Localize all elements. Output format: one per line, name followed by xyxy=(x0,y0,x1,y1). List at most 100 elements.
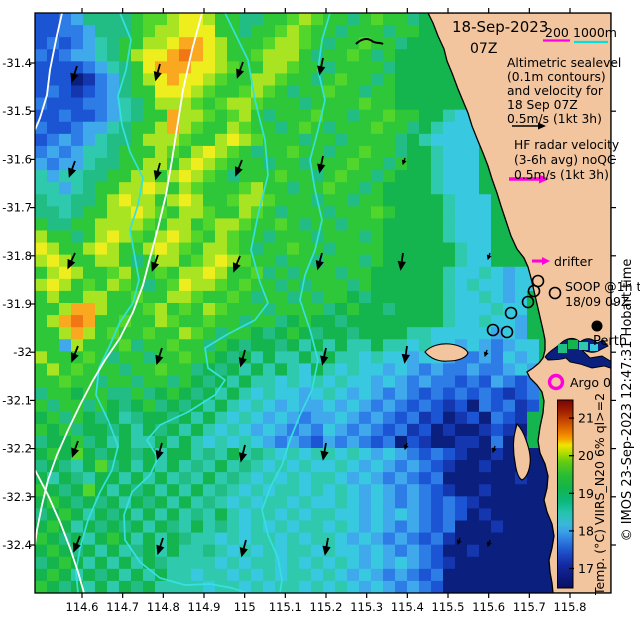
sst-cell-run xyxy=(407,13,420,26)
hf-legend-line3: 0.5m/s (1kt 3h) xyxy=(514,168,609,182)
x-tick-label: 115.2 xyxy=(310,600,343,614)
sst-cell-run xyxy=(107,145,120,159)
sst-cell-run xyxy=(47,544,60,558)
sst-cell-run xyxy=(371,266,444,280)
sst-cell-run xyxy=(359,556,372,570)
sst-cell-run xyxy=(299,532,312,546)
sst-cell-run xyxy=(83,61,96,75)
y-tick-label: -31.6 xyxy=(2,152,32,166)
sst-cell-run xyxy=(263,460,276,473)
sst-cell-run xyxy=(335,387,348,401)
sst-cell-run xyxy=(335,472,348,485)
sst-cell-run xyxy=(191,278,216,292)
sst-cell-run xyxy=(407,375,420,389)
soop-observation-circle xyxy=(548,286,562,300)
sst-cell-run xyxy=(143,556,156,570)
sst-cell-run xyxy=(299,556,312,570)
sst-cell-run xyxy=(215,435,228,449)
sst-cell-run xyxy=(503,363,516,377)
sst-cell-run xyxy=(395,568,408,582)
sst-cell-run xyxy=(215,339,228,352)
sst-cell-run xyxy=(191,61,216,75)
sst-cell-run xyxy=(299,97,312,111)
sst-cell-run xyxy=(227,399,240,413)
sst-cell-run xyxy=(335,218,348,232)
sst-cell-run xyxy=(491,423,504,437)
sst-cell-run xyxy=(215,97,228,111)
sst-cell-run xyxy=(191,375,204,389)
sst-cell-run xyxy=(251,399,264,413)
sst-cell-run xyxy=(371,375,384,389)
sst-cell-run xyxy=(455,218,492,232)
sst-cell-run xyxy=(191,448,204,461)
sst-cell-run xyxy=(383,73,396,87)
sst-cell-run xyxy=(179,399,192,413)
sst-cell-run xyxy=(107,532,120,546)
sst-cell-run xyxy=(227,448,240,461)
sst-cell-run xyxy=(443,496,456,510)
sst-cell-run xyxy=(335,363,348,377)
sst-cell-run xyxy=(239,532,252,546)
sst-cell-run xyxy=(191,242,204,256)
sst-cell-run xyxy=(275,85,288,99)
sst-cell-run xyxy=(59,25,84,38)
sst-cell-run xyxy=(167,194,180,207)
sst-cell-run xyxy=(299,460,312,473)
sst-cell-run xyxy=(407,448,420,461)
sst-cell-run xyxy=(47,315,60,328)
sst-cell-run xyxy=(371,121,384,135)
sst-cell-run xyxy=(95,411,108,425)
sst-cell-run xyxy=(299,411,312,425)
sst-cell-run xyxy=(59,544,72,558)
sst-cell-run xyxy=(347,303,360,316)
sst-cell-run xyxy=(71,327,84,340)
sst-cell-run xyxy=(263,97,300,111)
sst-cell-run xyxy=(263,496,288,510)
sst-cell-run xyxy=(191,520,204,534)
sst-cell-run xyxy=(179,327,192,340)
sst-cell-run xyxy=(71,254,96,268)
argo-label: Argo 0 xyxy=(570,375,611,390)
sst-cell-run xyxy=(47,242,60,256)
sst-cell-run xyxy=(395,411,408,425)
sst-cell-run xyxy=(335,206,372,220)
sst-cell-run xyxy=(179,242,192,256)
sst-cell-run xyxy=(299,375,312,389)
sst-cell-run xyxy=(371,278,444,292)
sst-cell-run xyxy=(71,363,84,377)
sst-cell-run xyxy=(35,85,48,99)
sst-cell-run xyxy=(383,206,396,220)
sst-cell-run xyxy=(263,387,276,401)
sst-cell-run xyxy=(203,97,216,111)
velocity-arrow xyxy=(232,255,241,273)
sst-cell-run xyxy=(239,290,252,304)
x-tick-label: 115.1 xyxy=(269,600,302,614)
sst-cell-run xyxy=(35,580,48,593)
sst-cell-run xyxy=(299,484,312,497)
sst-cell-run xyxy=(359,182,372,195)
sst-cell-run xyxy=(479,351,492,365)
sst-cell-run xyxy=(455,387,468,401)
sst-cell-run xyxy=(131,73,144,87)
sst-cell-run xyxy=(35,182,60,195)
sst-cell-run xyxy=(347,496,360,510)
sst-cell-run xyxy=(35,411,48,425)
sst-cell-run xyxy=(359,568,372,582)
sst-cell-run xyxy=(227,556,240,570)
soop-observation-circle xyxy=(527,284,541,298)
sst-cell-run xyxy=(47,278,60,292)
sst-cell-run xyxy=(107,556,120,570)
sst-cell-run xyxy=(83,230,96,244)
sst-cell-run xyxy=(203,472,216,485)
sst-cell-run xyxy=(59,145,72,159)
sst-cell-run xyxy=(239,170,276,183)
sst-cell-run xyxy=(287,290,300,304)
sst-cell-run xyxy=(59,580,72,593)
sst-cell-run xyxy=(119,145,156,159)
velocity-arrow xyxy=(71,440,80,458)
sst-cell-run xyxy=(383,218,444,232)
depth-contour-1000m xyxy=(261,13,331,593)
sst-cell-run xyxy=(239,230,264,244)
sst-cell-run xyxy=(83,25,96,38)
sst-cell-run xyxy=(263,109,276,123)
